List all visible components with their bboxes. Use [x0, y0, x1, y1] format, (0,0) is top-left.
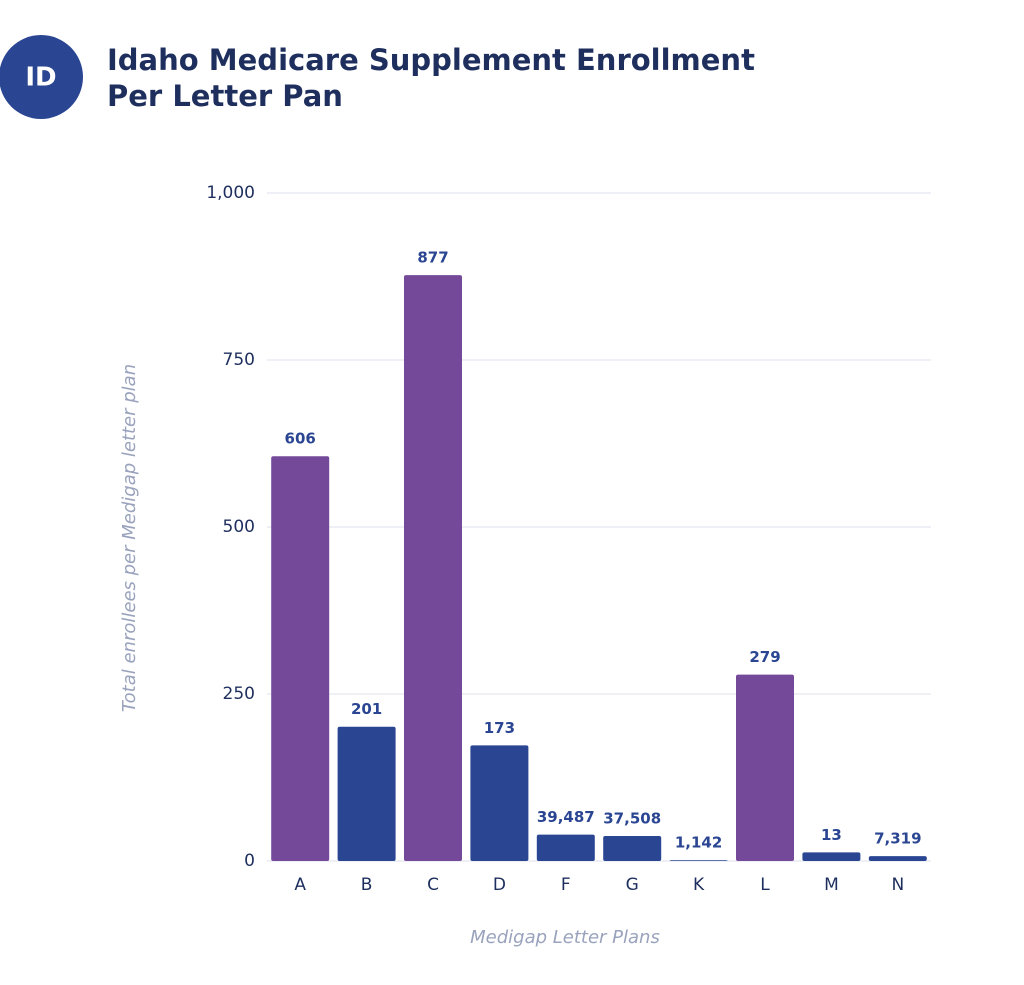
- chart-title: Idaho Medicare Supplement Enrollment: [107, 43, 755, 77]
- y-tick-label: 250: [223, 684, 255, 704]
- bar: [337, 726, 396, 861]
- value-label: 39,487: [537, 808, 595, 826]
- badge-text: ID: [25, 63, 56, 93]
- value-label: 37,508: [603, 809, 661, 827]
- x-tick-label: N: [891, 875, 904, 895]
- bar: [404, 275, 462, 861]
- value-label: 201: [351, 700, 382, 718]
- x-tick-label: F: [561, 875, 571, 895]
- value-label: 877: [417, 249, 448, 267]
- bar: [271, 456, 330, 861]
- y-axis-title: Total enrollees per Medigap letter plan: [119, 364, 140, 712]
- bar: [736, 674, 794, 861]
- y-tick-label: 500: [223, 517, 255, 537]
- x-tick-label: G: [626, 875, 639, 895]
- value-label: 13: [821, 826, 842, 844]
- bar: [470, 745, 529, 861]
- bar: [802, 852, 861, 861]
- value-label: 1,142: [675, 834, 722, 852]
- value-label: 279: [749, 648, 780, 666]
- chart-title: Per Letter Pan: [107, 79, 343, 113]
- bar: [536, 834, 595, 861]
- y-tick-label: 0: [244, 851, 255, 871]
- y-tick-label: 1,000: [206, 183, 255, 203]
- value-label: 7,319: [874, 830, 921, 848]
- value-label: 606: [285, 430, 316, 448]
- x-tick-label: M: [824, 875, 839, 895]
- x-tick-label: D: [493, 875, 506, 895]
- x-tick-label: B: [361, 875, 373, 895]
- x-tick-label: K: [693, 875, 705, 895]
- x-tick-label: L: [760, 875, 770, 895]
- bar: [669, 860, 728, 861]
- x-axis-title: Medigap Letter Plans: [470, 927, 660, 948]
- bar: [603, 835, 662, 861]
- x-tick-label: A: [294, 875, 306, 895]
- bar: [868, 856, 927, 861]
- y-tick-label: 750: [223, 350, 255, 370]
- x-tick-label: C: [427, 875, 439, 895]
- value-label: 173: [484, 719, 515, 737]
- badge-circle: [0, 35, 83, 119]
